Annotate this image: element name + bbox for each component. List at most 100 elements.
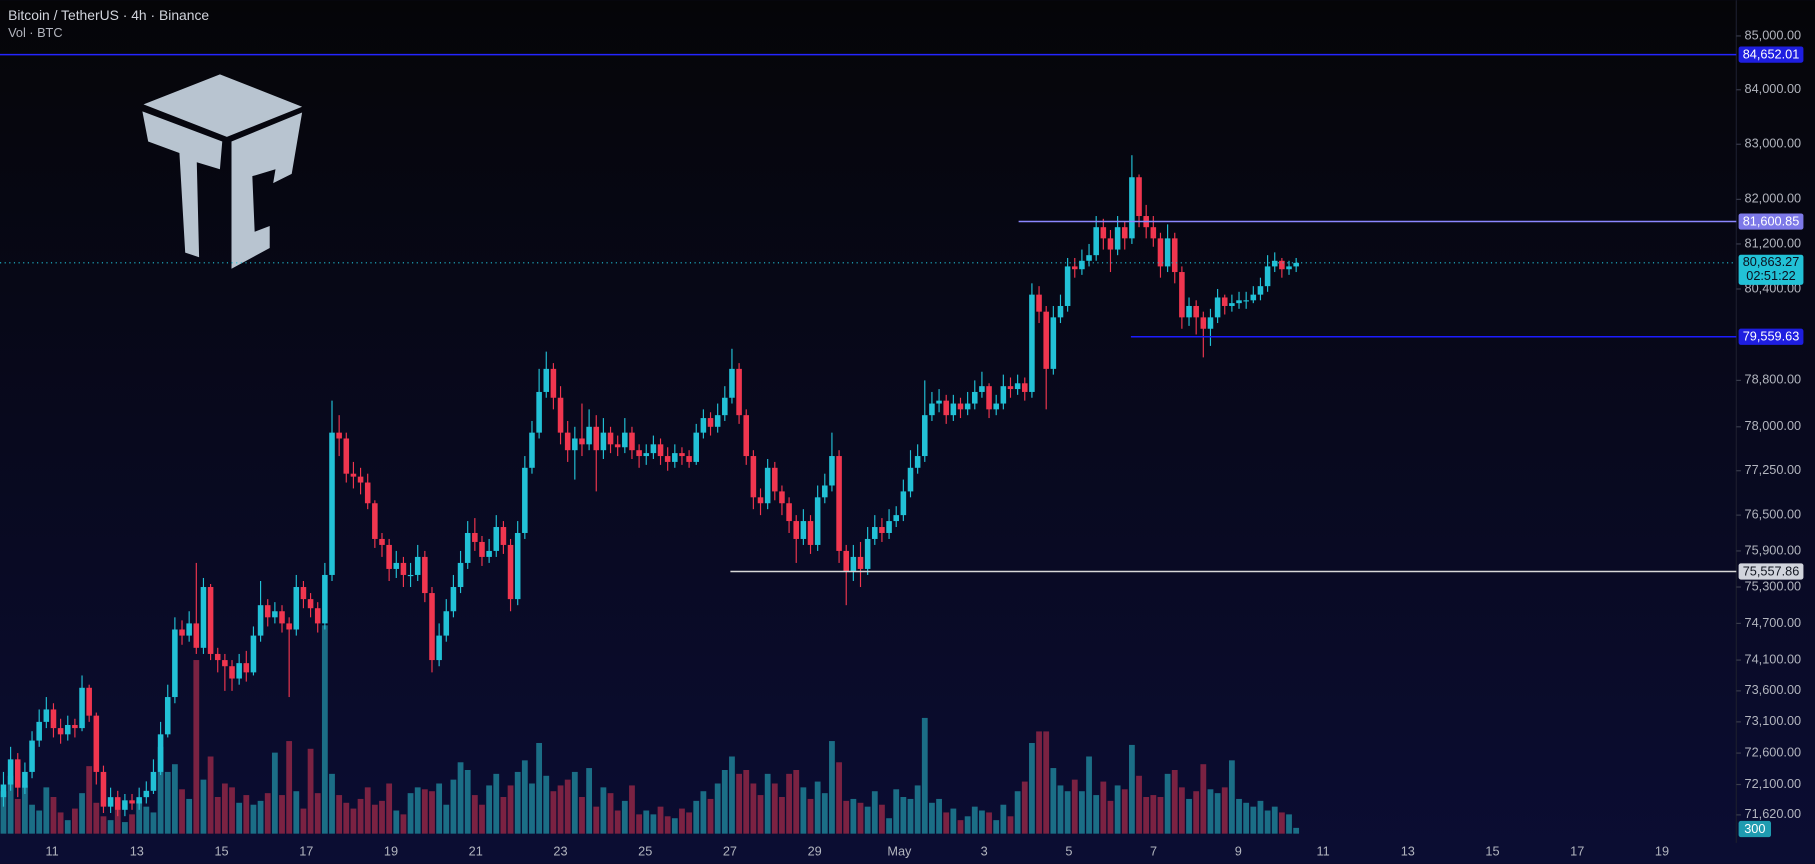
candle-body — [543, 368, 550, 392]
candle-body — [329, 432, 335, 575]
candle-body — [236, 663, 242, 679]
candle-body — [243, 663, 250, 673]
candle-body — [879, 527, 885, 533]
candle-body — [664, 456, 671, 462]
candle-body — [164, 697, 171, 735]
candle-body — [993, 403, 999, 410]
volume-bar — [743, 769, 750, 834]
volume-bar — [529, 783, 535, 834]
volume-bar — [607, 793, 614, 834]
x-tick-label: 15 — [1485, 844, 1499, 859]
volume-bar — [943, 812, 950, 834]
volume-bar — [579, 797, 585, 834]
volume-bar — [1293, 827, 1300, 834]
candle-body — [914, 456, 921, 468]
volume-bar — [957, 820, 964, 834]
x-tick-label: 19 — [1655, 844, 1669, 859]
candle-body — [150, 771, 157, 791]
candle-body — [507, 544, 514, 600]
candle-body — [86, 687, 92, 716]
candle-body — [1057, 305, 1064, 318]
volume-bar — [400, 814, 407, 834]
x-tick-label: 5 — [1065, 844, 1072, 859]
volume-bar — [1228, 760, 1235, 834]
volume-bar — [1014, 791, 1021, 834]
volume-bar — [707, 798, 714, 834]
y-tick-label: 75,300.00 — [1745, 578, 1802, 593]
y-tick-label: 84,000.00 — [1745, 81, 1802, 96]
candle-body — [1121, 227, 1128, 239]
x-tick-label: 25 — [638, 844, 652, 859]
volume-bar — [857, 802, 864, 834]
volume-bar — [100, 816, 107, 834]
volume-bar — [286, 741, 293, 834]
volume-bar — [136, 800, 143, 834]
volume-bar — [379, 800, 385, 834]
x-tick-label: 13 — [1401, 844, 1415, 859]
candle-body — [893, 515, 899, 522]
candle-body — [157, 734, 164, 772]
candle-body — [922, 415, 928, 457]
candle-body — [657, 444, 664, 457]
volume-bar — [621, 800, 628, 834]
y-tick-label: 71,620.00 — [1745, 806, 1802, 821]
candle-body — [400, 562, 407, 575]
volume-bar — [1200, 764, 1207, 834]
candle-body — [264, 605, 271, 618]
volume-bar — [464, 769, 471, 834]
volume-bar — [1093, 795, 1100, 834]
volume-bar — [907, 798, 914, 834]
candle-body — [943, 400, 949, 416]
candle-body — [536, 391, 542, 433]
volume-bar — [536, 742, 543, 834]
candle-body — [50, 709, 57, 729]
candle-body — [314, 608, 321, 624]
candle-body — [586, 426, 592, 445]
volume-bar — [1107, 800, 1114, 834]
volume-bar — [107, 820, 114, 834]
candle-body — [307, 599, 314, 609]
volume-bar — [979, 810, 985, 834]
candle-body — [1107, 238, 1114, 250]
candle-body — [807, 521, 814, 545]
volume-bar — [1071, 779, 1078, 834]
candle-body — [1071, 266, 1078, 270]
candle-body — [279, 611, 285, 624]
volume-bar — [693, 800, 700, 834]
volume-bar — [1278, 812, 1285, 834]
volume-bar — [1286, 814, 1292, 834]
volume-title: Vol · BTC — [8, 25, 62, 40]
candle-body — [629, 432, 635, 451]
volume-bar — [1164, 773, 1171, 834]
candle-body — [979, 386, 985, 392]
candle-body — [407, 574, 414, 577]
candle-body — [464, 532, 471, 563]
candle-body — [843, 550, 849, 572]
candle-body — [336, 432, 342, 439]
volume-bar — [971, 806, 978, 834]
volume-bar — [1064, 791, 1071, 834]
candle-body — [986, 386, 992, 410]
volume-bar — [14, 798, 21, 834]
candle-body — [179, 629, 185, 636]
volume-label: 300 — [1744, 821, 1765, 836]
volume-bar — [736, 773, 742, 834]
volume-bar — [143, 806, 150, 834]
candle-body — [707, 418, 714, 427]
volume-bar — [543, 775, 550, 834]
volume-bar — [471, 795, 478, 834]
candle-body — [679, 453, 685, 457]
candle-body — [429, 593, 435, 661]
volume-bar — [786, 773, 792, 834]
volume-bar — [1079, 791, 1085, 834]
volume-bar — [64, 820, 71, 834]
candle-body — [1207, 317, 1214, 329]
candle-body — [1193, 305, 1199, 318]
candle-body — [36, 721, 42, 741]
candle-body — [929, 403, 935, 416]
volume-bar — [314, 793, 321, 834]
volume-bar — [29, 804, 35, 834]
candle-body — [614, 444, 621, 448]
volume-bar — [164, 771, 171, 834]
